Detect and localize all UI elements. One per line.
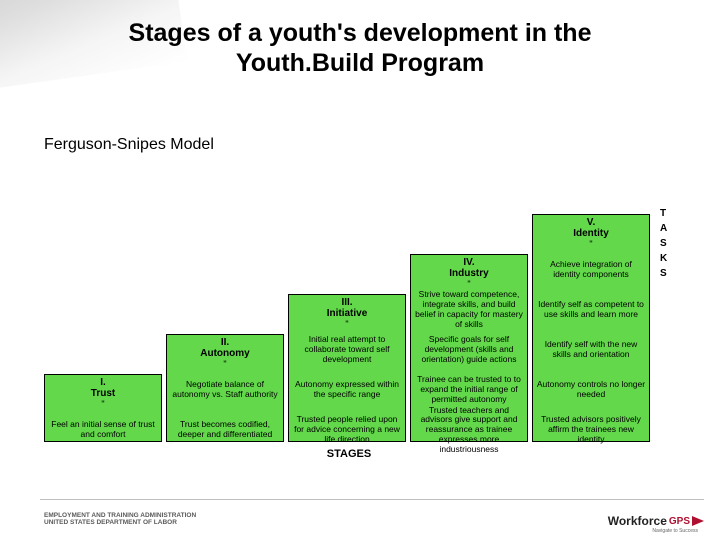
stage-column-4: IV.Industry"Strive toward competence, in… [410, 254, 528, 442]
footer-line-1: EMPLOYMENT AND TRAINING ADMINISTRATION [44, 512, 196, 519]
stage-cell: Feel an initial sense of trust and comfo… [45, 410, 161, 450]
stage-cell: Autonomy controls no longer needed [533, 370, 649, 410]
title-line-1: Stages of a youth's development in the [129, 19, 592, 47]
stage-header: IV.Industry" [411, 255, 527, 290]
stage-cell: Trainee can be trusted to to expand the … [411, 370, 527, 410]
stage-cell: Specific goals for self development (ski… [411, 330, 527, 370]
footer-divider [40, 499, 704, 500]
stages-chart: TASKS STAGES I.Trust"Feel an initial sen… [44, 130, 654, 460]
model-name: Ferguson-Snipes Model [44, 136, 214, 154]
stage-cell: Trust becomes codified, deeper and diffe… [167, 410, 283, 450]
brand-arrow-icon [692, 516, 704, 526]
tasks-letter: S [660, 236, 700, 251]
tasks-letter: K [660, 251, 700, 266]
tasks-vertical-label: TASKS [660, 206, 700, 281]
stage-cell: Initial real attempt to collaborate towa… [289, 330, 405, 370]
tasks-letter: S [660, 266, 700, 281]
stage-column-3: III.Initiative"Initial real attempt to c… [288, 294, 406, 442]
stage-cell: Trusted advisors positively affirm the t… [533, 410, 649, 450]
stage-header: III.Initiative" [289, 295, 405, 330]
title-line-2: Youth.Build Program [236, 49, 484, 77]
stage-cell: Trusted people relied upon for advice co… [289, 410, 405, 450]
stage-column-5: V.Identity"Achieve integration of identi… [532, 214, 650, 442]
stage-cell: Identify self as competent to use skills… [533, 290, 649, 330]
tasks-letter: A [660, 221, 700, 236]
tasks-letter: T [660, 206, 700, 221]
stage-column-1: I.Trust"Feel an initial sense of trust a… [44, 374, 162, 442]
brand-text: Workforce [608, 514, 667, 528]
stage-cell: Autonomy expressed within the specific r… [289, 370, 405, 410]
brand-suffix: GPS [669, 516, 690, 527]
footer-line-2: UNITED STATES DEPARTMENT OF LABOR [44, 519, 177, 526]
stage-column-2: II.Autonomy"Negotiate balance of autonom… [166, 334, 284, 442]
page-title: Stages of a youth's development in the Y… [0, 18, 720, 78]
stage-cell: Negotiate balance of autonomy vs. Staff … [167, 370, 283, 410]
stage-cell: Identify self with the new skills and or… [533, 330, 649, 370]
stage-cell: Strive toward competence, integrate skil… [411, 290, 527, 330]
footer-agency: EMPLOYMENT AND TRAINING ADMINISTRATION U… [44, 512, 196, 526]
footer-brand: Workforce GPS [608, 514, 704, 528]
stage-cell: Trusted teachers and advisors give suppo… [411, 410, 527, 450]
stage-header: V.Identity" [533, 215, 649, 250]
stage-header: I.Trust" [45, 375, 161, 410]
stage-header: II.Autonomy" [167, 335, 283, 370]
brand-tagline: Navigate to Success [652, 528, 698, 534]
stage-cell: Achieve integration of identity componen… [533, 250, 649, 290]
